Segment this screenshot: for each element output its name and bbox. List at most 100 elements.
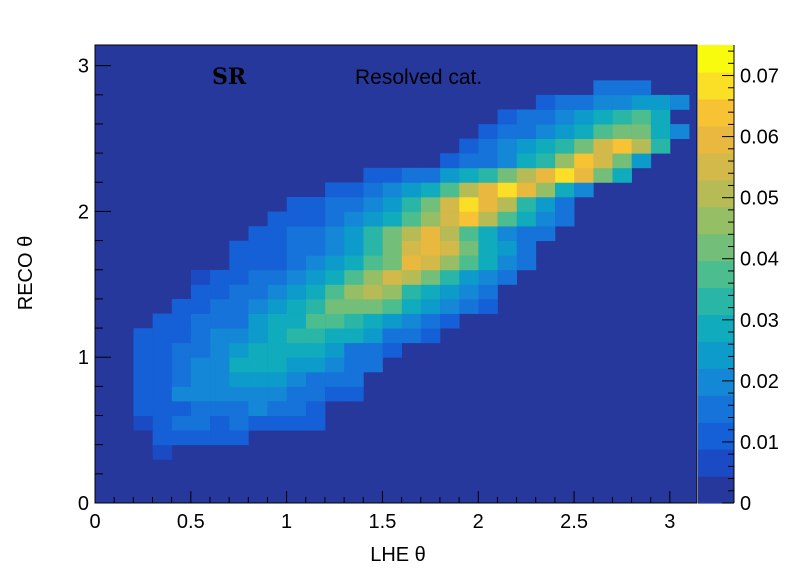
heatmap-cell <box>478 153 498 169</box>
heatmap-cell <box>440 226 460 242</box>
heatmap-cell <box>440 182 460 198</box>
heatmap-cell <box>420 313 441 329</box>
heatmap-cell <box>516 226 537 242</box>
heatmap-cell <box>152 386 173 402</box>
heatmap-cell <box>248 415 268 431</box>
heatmap-cell <box>593 109 613 125</box>
heatmap-cell <box>459 167 479 183</box>
heatmap-cell <box>267 357 288 373</box>
heatmap-cell <box>555 94 575 110</box>
heatmap-cell <box>363 342 383 358</box>
heatmap-cell <box>555 124 575 139</box>
heatmap-cell <box>363 226 383 242</box>
heatmap-cell <box>420 299 441 314</box>
heatmap-cell <box>478 226 498 242</box>
heatmap-cell <box>305 342 326 358</box>
heatmap-cell <box>325 240 345 256</box>
heatmap-cell <box>133 357 153 373</box>
heatmap-cell <box>535 226 556 242</box>
heatmap-cell <box>535 196 556 212</box>
colorbar-swatch <box>698 287 734 316</box>
heatmap-cell <box>152 401 173 416</box>
heatmap-cell <box>325 269 345 285</box>
heatmap-cell <box>631 138 652 154</box>
colorbar-swatch <box>698 314 734 342</box>
heatmap-cell <box>555 196 575 212</box>
heatmap-cell <box>344 182 364 198</box>
heatmap-cell <box>631 94 652 110</box>
heatmap-cell <box>459 299 479 314</box>
heatmap-cell <box>535 167 556 183</box>
heatmap-cell <box>305 299 326 314</box>
y-tick-label: 0 <box>78 493 89 515</box>
heatmap-cell <box>325 226 345 242</box>
heatmap-cell <box>248 371 268 387</box>
heatmap-cell <box>593 167 613 183</box>
colorbar-tick-label: 0 <box>740 493 751 515</box>
heatmap-cell <box>325 357 345 373</box>
heatmap-cell <box>593 80 613 96</box>
heatmap-cell <box>344 342 364 358</box>
heatmap-cell <box>267 211 288 227</box>
heatmap-cell <box>670 124 690 139</box>
x-tick-label: 2 <box>473 511 484 533</box>
heatmap-cell <box>459 269 479 285</box>
heatmap-cell <box>363 284 383 300</box>
heatmap-cell <box>133 386 153 402</box>
heatmap-cell <box>171 342 192 358</box>
heatmap-cell <box>344 196 364 212</box>
heatmap-cell <box>401 313 422 329</box>
heatmap-cell <box>363 313 383 329</box>
heatmap-cell <box>210 269 230 285</box>
heatmap-cell <box>229 255 249 271</box>
heatmap-cell <box>267 284 288 300</box>
heatmap-cell <box>190 269 211 285</box>
heatmap-cell <box>478 299 498 314</box>
heatmap-cell <box>229 299 249 314</box>
heatmap-cell <box>229 328 249 344</box>
heatmap-cell <box>363 240 383 256</box>
heatmap-cell <box>401 182 422 198</box>
heatmap-cell <box>459 284 479 300</box>
heatmap-cell <box>478 182 498 198</box>
heatmap-cell <box>286 284 307 300</box>
heatmap-cell <box>305 196 326 212</box>
heatmap-cell <box>248 226 268 242</box>
heatmap-cell <box>248 240 268 256</box>
heatmap-cell <box>420 167 441 183</box>
heatmap-cell <box>440 255 460 271</box>
heatmap-cell <box>516 109 537 125</box>
colorbar-swatch <box>698 476 734 504</box>
heatmap-cell <box>190 299 211 314</box>
heatmap-cell <box>440 196 460 212</box>
heatmap-cell <box>171 386 192 402</box>
heatmap-cell <box>286 196 307 212</box>
heatmap-cell <box>497 124 517 139</box>
heatmap-cell <box>286 313 307 329</box>
heatmap-cell <box>325 211 345 227</box>
colorbar-swatch <box>698 341 734 369</box>
heatmap-cell <box>344 269 364 285</box>
heatmap-cell <box>305 415 326 431</box>
heatmap-cell <box>574 109 594 125</box>
colorbar-tick-label: 0.02 <box>740 371 779 393</box>
colorbar-swatch <box>698 422 734 450</box>
heatmap-cell <box>516 240 537 256</box>
heatmap-cell <box>286 299 307 314</box>
heatmap-cell <box>516 138 537 154</box>
heatmap-cell <box>190 415 211 431</box>
heatmap-cell <box>535 109 556 125</box>
heatmap-cell <box>555 182 575 198</box>
heatmap-cell <box>555 109 575 125</box>
heatmap-cell <box>325 386 345 402</box>
heatmap-cell <box>440 284 460 300</box>
heatmap-cell <box>478 196 498 212</box>
heatmap-cell <box>363 299 383 314</box>
heatmap-cell <box>497 182 517 198</box>
heatmap-cell <box>516 211 537 227</box>
colorbar-swatch <box>698 71 734 100</box>
heatmap-cell <box>344 386 364 402</box>
heatmap-cell <box>574 94 594 110</box>
heatmap-cell <box>210 313 230 329</box>
heatmap-cell <box>286 226 307 242</box>
